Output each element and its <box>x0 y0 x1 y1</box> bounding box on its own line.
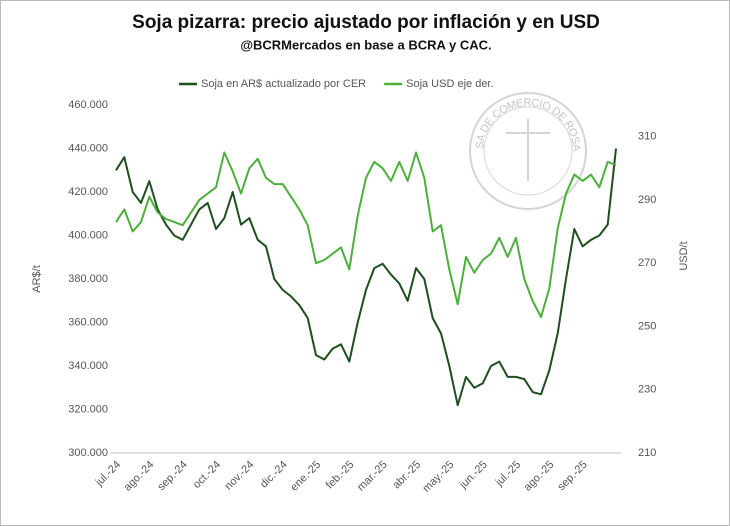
y2-tick-label: 270 <box>638 257 656 269</box>
x-tick-label: abr.-25 <box>390 459 423 492</box>
y-tick-label: 460.000 <box>68 99 108 111</box>
legend-label: Soja en AR$ actualizado por CER <box>201 78 366 90</box>
x-tick-label: mar.-25 <box>355 459 390 494</box>
x-tick-label: ago.-24 <box>122 459 157 494</box>
y-tick-label: 300.000 <box>68 447 108 459</box>
legend-label: Soja USD eje der. <box>406 78 493 90</box>
x-tick-label: oct.-24 <box>191 459 223 491</box>
chart-title: Soja pizarra: precio ajustado por inflac… <box>132 12 600 33</box>
y-tick-label: 420.000 <box>68 186 108 198</box>
y2-tick-label: 230 <box>638 384 656 396</box>
y2-tick-label: 290 <box>638 194 656 206</box>
x-tick-label: sep.-25 <box>555 459 589 493</box>
x-tick-label: feb.-25 <box>324 459 357 492</box>
y-tick-label: 380.000 <box>68 273 108 285</box>
chart-subtitle: @BCRMercados en base a BCRA y CAC. <box>240 37 491 52</box>
x-tick-label: ago.-25 <box>522 459 557 494</box>
y2-axis-title: USD/t <box>678 241 690 270</box>
series-line <box>115 151 617 318</box>
y2-tick-label: 250 <box>638 320 656 332</box>
x-tick-label: nov.-24 <box>223 459 257 493</box>
x-tick-label: sep.-24 <box>155 459 189 493</box>
y-tick-label: 340.000 <box>68 360 108 372</box>
x-tick-label: dic.-24 <box>258 459 290 491</box>
x-tick-label: jul.-25 <box>493 459 523 489</box>
y-tick-label: 440.000 <box>68 142 108 154</box>
x-tick-label: jun.-25 <box>457 459 490 492</box>
series-line <box>115 148 617 407</box>
y2-tick-label: 210 <box>638 447 656 459</box>
x-tick-label: jul.-24 <box>93 459 123 489</box>
y-tick-label: 320.000 <box>68 403 108 415</box>
y-tick-label: 400.000 <box>68 229 108 241</box>
y-axis-title: AR$/t <box>31 265 43 293</box>
x-tick-label: ene.-25 <box>288 459 323 494</box>
x-tick-label: may.-25 <box>421 459 457 495</box>
y-tick-label: 360.000 <box>68 316 108 328</box>
y2-tick-label: 310 <box>638 131 656 143</box>
